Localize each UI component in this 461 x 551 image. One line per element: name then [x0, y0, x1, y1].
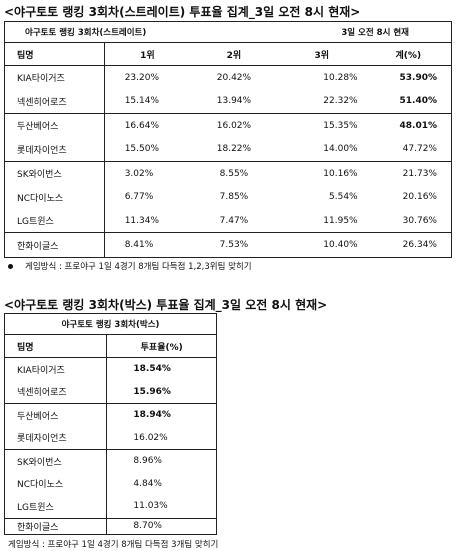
table-caption: 야구토토 랭킹 3회차(스트레이트) [25, 28, 147, 38]
rank3-rate: 11.95% [323, 215, 358, 226]
vote-rate: 15.96% [106, 380, 217, 404]
team-name: KIA타이거즈 [17, 74, 65, 84]
rank1-rate: 6.77% [103, 185, 191, 209]
rank1-rate: 15.50% [103, 137, 191, 162]
rank3-rate: 10.16% [277, 161, 366, 185]
table-row: 한화이글스 8.70% [4, 517, 217, 534]
rank2-rate: 16.02% [190, 113, 278, 137]
table-caption-row: 야구토토 랭킹 3회차(스트레이트) 3일 오전 8시 현재 [5, 22, 452, 43]
rank1-rate: 23.20% [103, 65, 191, 89]
rank3-rate: 14.00% [323, 144, 358, 154]
rank1-rate: 8.41% [103, 232, 191, 258]
table-row: 한화이글스 8.41% 7.53% 10.40% 26.34% [4, 232, 452, 258]
table-row: 롯데자이언츠 16.02% [5, 426, 217, 450]
total-rate: 48.01% [365, 113, 452, 137]
team-name: 한화이글스 [4, 517, 107, 534]
header-team: 팀명 [4, 334, 107, 358]
rank3-rate: 22.32% [323, 96, 358, 106]
rank2-rate: 7.47% [219, 215, 249, 226]
team-name: 넥센히어로즈 [17, 388, 67, 399]
table-row: NC다이노스 4.84% [5, 472, 217, 495]
rank2-rate: 8.55% [190, 161, 278, 185]
rank2-rate: 20.42% [216, 72, 252, 83]
team-name: LG트윈스 [17, 502, 54, 513]
vote-rate: 18.54% [106, 357, 217, 381]
total-rate: 51.40% [399, 96, 438, 106]
team-name: 두산베어스 [4, 113, 105, 137]
bullet-icon [8, 264, 13, 269]
header-team: 팀명 [4, 42, 105, 66]
rank3-rate: 5.54% [329, 192, 358, 202]
table-row: KIA타이거즈 23.20% 20.42% 10.28% 53.90% [5, 65, 452, 89]
total-rate: 47.72% [402, 144, 437, 154]
note-text: 게임방식 : 프로야구 1일 4경기 8개팀 다득점 1,2,3위팀 맞히기 [25, 262, 252, 272]
rank3-rate: 10.28% [323, 72, 358, 83]
team-name: 넥센히어로즈 [17, 97, 67, 108]
table-row: NC다이노스 6.77% 7.85% 5.54% 20.16% [5, 185, 452, 209]
team-name: 한화이글스 [4, 232, 105, 258]
vote-rate: 11.03% [106, 495, 217, 518]
vote-rate: 16.02% [106, 426, 217, 450]
total-rate: 21.73% [365, 161, 452, 185]
team-name: 두산베어스 [4, 403, 107, 427]
box-section-title: <야구토토 랭킹 3회차(박스) 투표율 집계_3일 오전 8시 현재> [4, 298, 328, 312]
table-timestamp: 3일 오전 8시 현재 [341, 28, 409, 38]
rank1-rate: 3.02% [103, 161, 191, 185]
team-name: SK와이번스 [4, 161, 105, 185]
rank2-rate: 7.53% [190, 232, 278, 258]
team-name: 롯데자이언츠 [17, 434, 67, 445]
total-rate: 53.90% [399, 72, 438, 83]
header-rank2: 2위 [190, 42, 278, 66]
vote-rate: 8.70% [106, 517, 217, 534]
team-name: NC다이노스 [17, 480, 64, 491]
rank2-rate: 18.22% [216, 144, 252, 154]
box-vote-table: 야구토토 랭킹 3회차(박스) 팀명 투표율(%) KIA타이거즈 18.54% 넥… [4, 313, 217, 535]
header-rank3: 3위 [277, 42, 366, 66]
team-name: KIA타이거즈 [17, 365, 65, 376]
vote-rate: 8.96% [106, 449, 217, 473]
rank2-rate: 13.94% [216, 96, 252, 106]
total-rate: 20.16% [402, 192, 437, 202]
total-rate: 26.34% [365, 232, 452, 258]
table-caption: 야구토토 랭킹 3회차(박스) [61, 320, 160, 330]
straight-game-note: 게임방식 : 프로야구 1일 4경기 8개팀 다득점 1,2,3위팀 맞히기 [8, 260, 252, 272]
total-rate: 30.76% [402, 215, 437, 226]
table-row: LG트윈스 11.34% 7.47% 11.95% 30.76% [5, 209, 452, 233]
team-name: NC다이노스 [17, 193, 64, 204]
table-row: KIA타이거즈 18.54% [5, 357, 217, 381]
table-header-row: 팀명 투표율(%) [4, 334, 217, 358]
table-row: SK와이번스 3.02% 8.55% 10.16% 21.73% [4, 161, 452, 185]
straight-vote-table: 야구토토 랭킹 3회차(스트레이트) 3일 오전 8시 현재 팀명 1위 2위 … [4, 21, 452, 258]
table-row: 넥센히어로즈 15.14% 13.94% 22.32% 51.40% [5, 89, 452, 114]
vote-rate: 4.84% [106, 472, 217, 495]
table-caption-row: 야구토토 랭킹 3회차(박스) [5, 314, 217, 335]
rank1-rate: 11.34% [103, 209, 191, 233]
team-name: 롯데자이언츠 [17, 145, 67, 156]
straight-section-title: <야구토토 랭킹 3회차(스트레이트) 투표율 집계_3일 오전 8시 현재> [4, 5, 361, 19]
table-row: 롯데자이언츠 15.50% 18.22% 14.00% 47.72% [5, 137, 452, 162]
rank2-rate: 7.85% [219, 192, 249, 202]
table-row: 두산베어스 16.64% 16.02% 15.35% 48.01% [4, 113, 452, 137]
rank1-rate: 15.14% [103, 89, 191, 114]
table-row: LG트윈스 11.03% [5, 495, 217, 518]
header-rank1: 1위 [103, 42, 191, 66]
table-row: 두산베어스 18.94% [4, 403, 217, 427]
rank3-rate: 10.40% [277, 232, 366, 258]
header-rate: 투표율(%) [106, 334, 217, 358]
table-row: SK와이번스 8.96% [4, 449, 217, 473]
team-name: LG트윈스 [17, 217, 54, 227]
box-game-note: 게임방식 : 프로야구 1일 4경기 8개팀 다득점 3개팀 맞히기 [8, 540, 219, 550]
rank3-rate: 15.35% [277, 113, 366, 137]
rank1-rate: 16.64% [103, 113, 191, 137]
vote-rate: 18.94% [106, 403, 217, 427]
table-header-row: 팀명 1위 2위 3위 계(%) [4, 42, 452, 66]
table-row: 넥센히어로즈 15.96% [5, 380, 217, 404]
team-name: SK와이번스 [4, 449, 107, 473]
header-total: 계(%) [365, 42, 452, 66]
